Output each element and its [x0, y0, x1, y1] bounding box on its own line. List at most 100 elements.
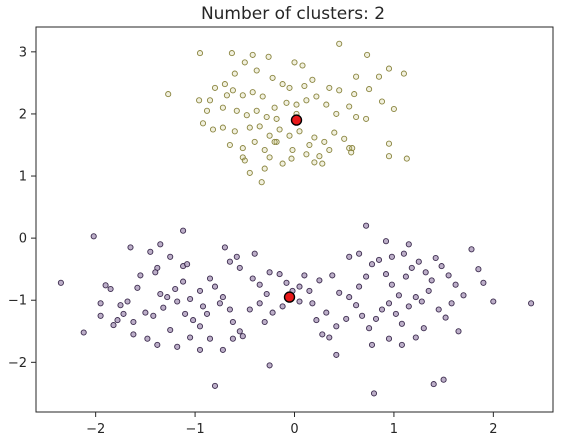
scatter-point-lower [236, 328, 243, 335]
scatter-point-lower [405, 241, 412, 248]
scatter-point-lower [490, 298, 497, 305]
scatter-point-lower [442, 314, 449, 321]
scatter-point-upper [219, 124, 226, 131]
scatter-point-upper [269, 74, 276, 81]
scatter-point-upper [239, 92, 246, 99]
scatter-point-lower [359, 312, 366, 319]
scatter-point-upper [231, 70, 238, 77]
scatter-point-upper [165, 91, 172, 98]
scatter-point-upper [263, 113, 270, 121]
scatter-point-lower [323, 309, 330, 316]
scatter-point-lower [251, 250, 258, 257]
scatter-point-lower [80, 329, 87, 336]
scatter-point-upper [301, 82, 308, 90]
y-tick-label: −2 [8, 356, 27, 371]
scatter-point-lower [468, 246, 475, 253]
scatter-point-upper [241, 157, 248, 164]
scatter-point-upper [303, 151, 310, 158]
scatter-point-lower [120, 310, 127, 317]
scatter-point-lower [438, 263, 445, 270]
scatter-point-upper [346, 103, 353, 110]
scatter-point-lower [382, 271, 390, 278]
scatter-point-upper [364, 51, 371, 58]
scatter-point-lower [385, 335, 393, 342]
scatter-point-upper [349, 145, 356, 152]
scatter-point-lower [428, 277, 435, 284]
scatter-point-upper [366, 86, 373, 93]
scatter-point-lower [415, 258, 422, 265]
scatter-point-upper [311, 134, 318, 141]
scatter-point-upper [273, 138, 280, 145]
scatter-point-lower [402, 273, 409, 280]
scatter-point-lower [333, 323, 340, 330]
scatter-point-upper [289, 146, 296, 154]
scatter-point-lower [160, 304, 167, 311]
scatter-point-upper [283, 99, 290, 106]
x-tick-label: 1 [390, 422, 398, 437]
scatter-point-lower [199, 303, 207, 310]
scatter-point-lower [150, 312, 157, 319]
scatter-point-lower [313, 317, 320, 324]
scatter-point-lower [408, 264, 415, 271]
scatter-point-upper [286, 132, 293, 139]
scatter-point-lower [412, 294, 419, 301]
scatter-point-lower [137, 272, 144, 279]
scatter-point-lower [296, 298, 303, 305]
scatter-point-lower [378, 306, 386, 313]
scatter-point-lower [261, 318, 268, 326]
scatter-point-lower [219, 294, 226, 301]
scatter-point-lower [167, 326, 174, 334]
scatter-point-lower [366, 325, 373, 332]
x-tick-label: 2 [489, 422, 497, 437]
scatter-point-lower [226, 258, 233, 265]
scatter-point-lower [130, 331, 137, 338]
scatter-point-lower [405, 303, 412, 310]
scatter-point-lower [127, 244, 134, 251]
scatter-point-upper [353, 73, 360, 80]
y-tick-label: 2 [19, 107, 27, 122]
scatter-point-lower [167, 253, 174, 260]
plot-frame [35, 26, 554, 413]
scatter-point-upper [273, 115, 280, 122]
scatter-point-lower [395, 292, 402, 299]
scatter-point-lower [256, 281, 263, 288]
scatter-point-lower [164, 294, 171, 301]
scatter-point-lower [206, 275, 214, 282]
scatter-point-upper [306, 141, 313, 149]
scatter-point-lower [196, 346, 204, 353]
scatter-point-lower [266, 269, 273, 276]
scatter-point-upper [296, 128, 303, 135]
scatter-point-upper [253, 67, 260, 74]
scatter-point-upper [326, 84, 333, 91]
scatter-point-upper [341, 135, 348, 142]
scatter-point-upper [261, 146, 268, 154]
scatter-point-upper [231, 128, 238, 135]
scatter-point-lower [114, 317, 121, 324]
scatter-point-upper [241, 59, 248, 66]
scatter-point-lower [174, 343, 181, 350]
scatter-point-upper [239, 145, 246, 152]
scatter-point-upper [331, 129, 338, 136]
scatter-point-upper [219, 104, 226, 111]
scatter-point-lower [336, 289, 343, 296]
scatter-point-lower [385, 300, 393, 307]
scatter-point-upper [375, 73, 383, 80]
scatter-point-upper [229, 87, 236, 94]
scatter-point-lower [187, 295, 194, 303]
scatter-point-lower [263, 290, 270, 298]
scatter-point-upper [233, 107, 240, 114]
scatter-point-upper [265, 53, 272, 60]
scatter-point-lower [445, 272, 452, 279]
scatter-point-lower [219, 346, 226, 353]
scatter-point-lower [363, 273, 370, 280]
scatter-point-lower [319, 331, 326, 338]
scatter-point-lower [398, 341, 405, 348]
scatter-point-lower [144, 335, 151, 342]
scatter-point-lower [130, 318, 137, 326]
scatter-point-upper [385, 65, 393, 72]
scatter-point-lower [452, 281, 459, 288]
scatter-point-lower [180, 278, 187, 285]
scatter-point-upper [206, 97, 214, 104]
scatter-point-upper [303, 97, 310, 104]
scatter-point-lower [279, 303, 286, 310]
